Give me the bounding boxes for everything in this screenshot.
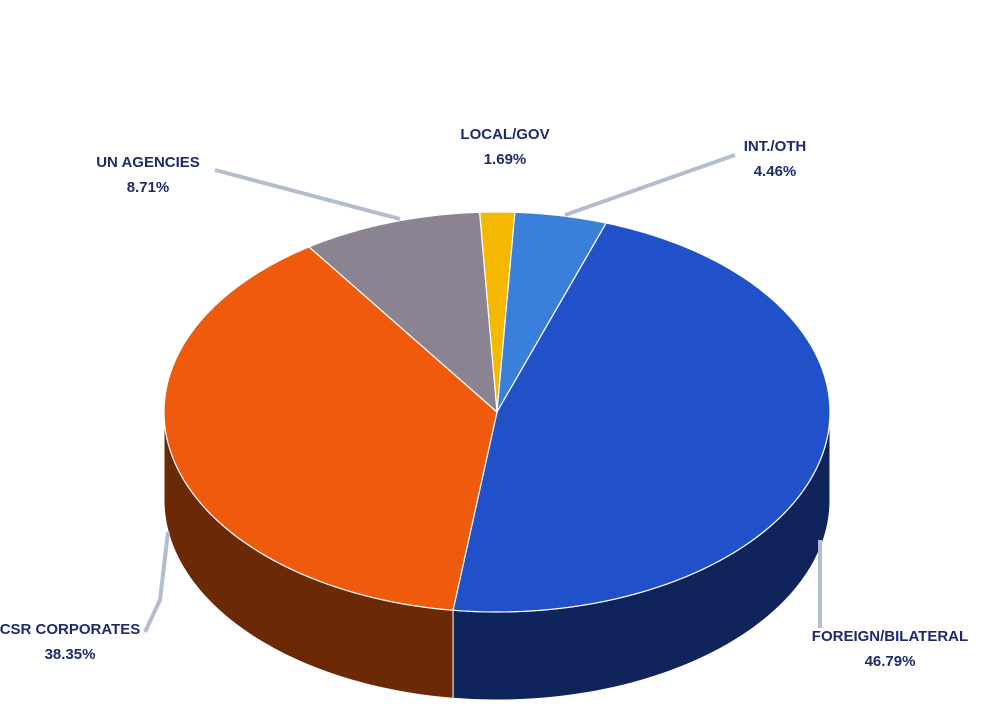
value-label: 8.71%: [127, 179, 170, 196]
leader-line: [214, 168, 401, 221]
slice-label: CSR CORPORATES: [0, 621, 140, 638]
value-label: 46.79%: [865, 653, 916, 670]
leader-line: [143, 531, 170, 633]
pie-slice: [496, 211, 608, 413]
slice-label: LOCAL/GOV: [460, 126, 549, 143]
pie-slice: [478, 211, 516, 413]
slice-label: FOREIGN/BILATERAL: [812, 628, 968, 645]
value-label: 1.69%: [484, 151, 527, 168]
value-label: 38.35%: [45, 646, 96, 663]
pie-slice: [452, 222, 831, 613]
leader-line: [564, 153, 736, 217]
pie-slice: [163, 246, 498, 611]
slice-label: INT./OTH: [744, 138, 807, 155]
value-label: 4.46%: [754, 163, 797, 180]
pie-slice: [307, 211, 498, 414]
slice-label: UN AGENCIES: [96, 154, 200, 171]
